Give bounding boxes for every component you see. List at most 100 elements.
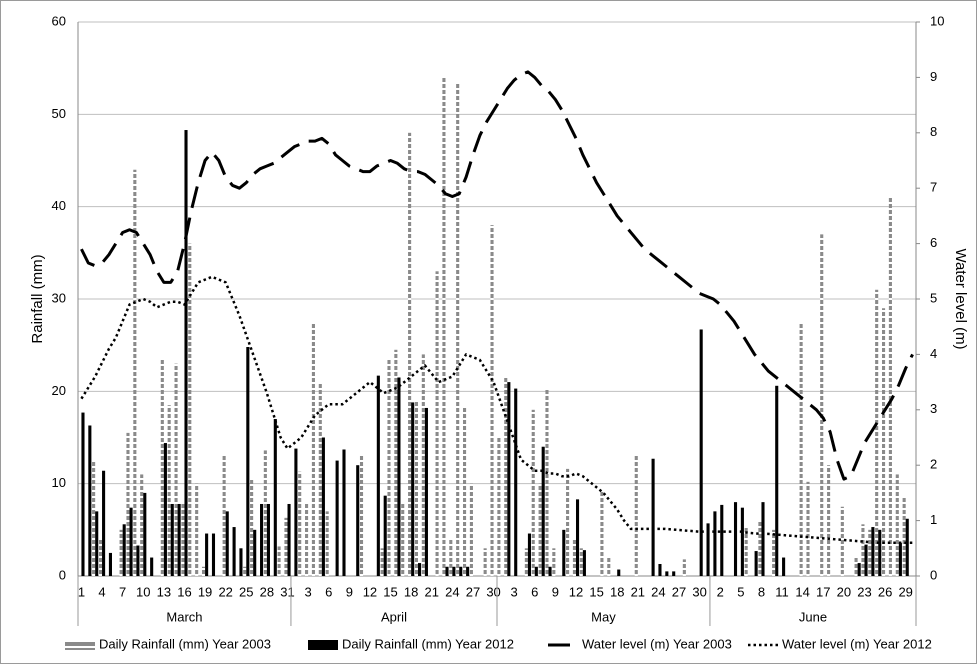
rainfall-bar [782, 557, 786, 576]
rainfall-bar [177, 503, 181, 576]
rainfall-bar [548, 566, 552, 576]
rainfall-bar [102, 470, 106, 576]
rainfall-bar [871, 527, 875, 576]
x-tick-label: 26 [878, 584, 892, 599]
rainfall-bar [538, 483, 542, 576]
group-label: June [799, 609, 827, 624]
legend-label: Water level (m) Year 2003 [582, 636, 732, 651]
rainfall-bar [108, 552, 113, 576]
x-tick-label: 21 [425, 584, 439, 599]
rainfall-bar [266, 503, 270, 576]
rainfall-bar [895, 474, 899, 576]
rainfall-bar [534, 566, 538, 576]
x-tick-label: 21 [631, 584, 645, 599]
rainfall-bar [232, 527, 236, 576]
rainfall-bar [469, 483, 473, 576]
y2-tick-label: 9 [930, 69, 937, 84]
x-tick-label: 11 [775, 584, 789, 599]
rainfall-bar [143, 492, 147, 576]
y-tick-label: 50 [52, 106, 66, 121]
x-tick-label: 6 [325, 584, 332, 599]
y2-tick-label: 10 [930, 13, 944, 28]
rainfall-bar [174, 363, 178, 576]
rainfall-bar [225, 511, 229, 576]
rainfall-bar [799, 322, 803, 576]
x-tick-label: 25 [239, 584, 253, 599]
x-tick-label: 31 [280, 584, 294, 599]
rainfall-bar [287, 503, 291, 576]
rainfall-bar [95, 511, 99, 576]
rainfall-bar [878, 529, 882, 576]
group-label: March [166, 609, 202, 624]
rainfall-bar [411, 402, 415, 576]
rainfall-bar [418, 563, 422, 576]
rainfall-bar [243, 566, 247, 576]
rainfall-bar [170, 503, 174, 576]
y2-tick-label: 4 [930, 346, 937, 361]
rainfall-bar [531, 409, 535, 576]
rainfall-bar [335, 460, 339, 576]
rainfall-bar [754, 551, 758, 576]
rainfall-bar [211, 533, 216, 576]
y-tick-label: 60 [52, 13, 66, 28]
rainfall-bar [733, 502, 738, 576]
rainfall-bar [820, 234, 824, 576]
rainfall-bar [902, 496, 906, 576]
rainfall-bar [311, 322, 315, 576]
rainfall-bar [566, 468, 570, 576]
rainfall-bar [456, 82, 460, 577]
legend-label: Water level (m) Year 2012 [782, 636, 932, 651]
x-tick-label: 12 [363, 584, 377, 599]
y-tick-label: 10 [52, 475, 66, 490]
rainfall-bar [682, 559, 686, 576]
rainfall-bar [284, 517, 288, 576]
rainfall-bar [761, 502, 765, 576]
x-tick-label: 7 [119, 584, 126, 599]
legend-label: Daily Rainfall (mm) Year 2012 [342, 636, 514, 651]
x-tick-label: 3 [304, 584, 311, 599]
rainfall-bar [665, 571, 669, 576]
rainfall-bar [600, 490, 604, 576]
rainfall-bar [758, 520, 762, 576]
rainfall-bar [222, 455, 226, 576]
rainfall-bar [905, 518, 909, 576]
rainfall-bar [881, 308, 886, 576]
x-tick-label: 20 [837, 584, 851, 599]
rainfall-bar [490, 225, 494, 576]
rainfall-bar [772, 529, 776, 576]
rainfall-bar [184, 130, 188, 576]
rainfall-bar [720, 504, 724, 576]
rainfall-bar [840, 506, 844, 576]
rainfall-bar [672, 571, 676, 576]
x-tick-label: 8 [758, 584, 765, 599]
rainfall-bar [864, 544, 868, 576]
y-axis-title: Rainfall (mm) [29, 254, 46, 343]
rainfall-bar [582, 550, 586, 576]
rainfall-bar [514, 388, 518, 576]
rainfall-bar [298, 471, 302, 576]
rainfall-bar [88, 425, 92, 576]
rainfall-bar [888, 197, 892, 576]
water-level-line [80, 70, 914, 481]
rainfall-bar [376, 375, 380, 576]
rainfall-bar [126, 432, 130, 576]
x-tick-label: 18 [610, 584, 624, 599]
x-tick-label: 16 [177, 584, 191, 599]
rainfall-bar [552, 548, 556, 576]
legend-label: Daily Rainfall (mm) Year 2003 [99, 636, 271, 651]
x-tick-label: 19 [198, 584, 212, 599]
x-tick-label: 24 [651, 584, 665, 599]
rainfall-bar [342, 449, 346, 576]
rainfall-bar [408, 132, 412, 577]
rainfall-bar [713, 511, 717, 576]
rainfall-bar [706, 523, 710, 576]
rainfall-bar [263, 450, 267, 576]
rainfall-bar [449, 539, 453, 576]
rainfall-bar [318, 382, 322, 576]
rainfall-bar [92, 460, 96, 576]
rainfall-bar [401, 502, 405, 576]
rainfall-bar [397, 377, 401, 576]
y2-tick-label: 1 [930, 512, 937, 527]
x-tick-label: 4 [98, 584, 105, 599]
y2-tick-label: 3 [930, 401, 937, 416]
